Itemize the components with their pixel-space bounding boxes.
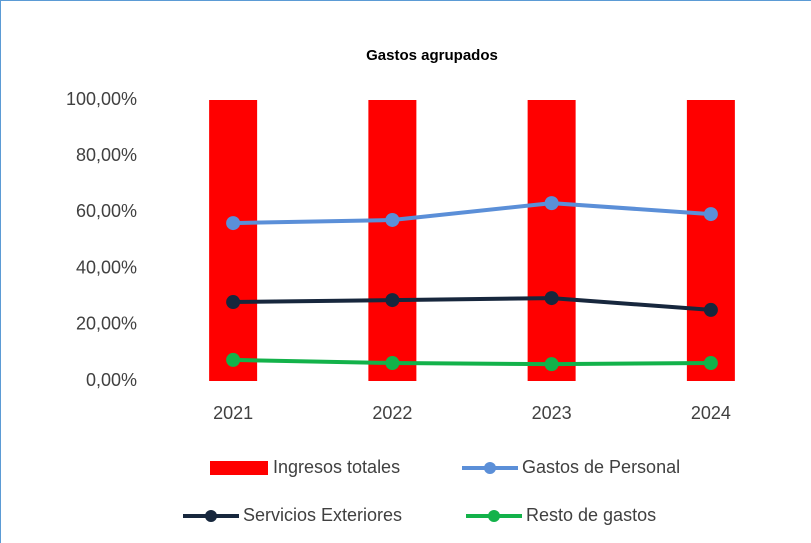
point <box>703 302 718 317</box>
point <box>226 216 241 231</box>
y-tick-label: 40,00% <box>76 257 137 277</box>
legend-label: Ingresos totales <box>273 457 400 477</box>
point <box>544 291 559 306</box>
line <box>233 201 712 226</box>
legend-label: Servicios Exteriores <box>243 505 402 525</box>
point <box>544 196 559 211</box>
point <box>385 293 400 308</box>
legend-marker <box>205 510 217 522</box>
point <box>703 356 718 371</box>
y-tick-label: 0,00% <box>86 370 137 390</box>
point <box>226 295 241 310</box>
chart-title: Gastos agrupados <box>366 47 498 64</box>
y-tick-label: 100,00% <box>66 89 137 109</box>
legend-marker <box>484 462 496 474</box>
line <box>233 357 711 367</box>
point <box>703 207 718 222</box>
point <box>385 212 400 227</box>
point <box>226 352 241 367</box>
legend-swatch <box>210 461 268 475</box>
bar <box>368 100 417 381</box>
point <box>544 357 559 372</box>
x-tick-label: 2023 <box>532 403 572 423</box>
line <box>233 296 712 312</box>
y-tick-label: 80,00% <box>76 145 137 165</box>
x-tick-label: 2021 <box>213 403 253 423</box>
bar <box>527 100 576 381</box>
legend-label: Resto de gastos <box>526 505 656 525</box>
x-tick-label: 2022 <box>372 403 412 423</box>
y-tick-label: 20,00% <box>76 314 137 334</box>
legend-marker <box>488 510 500 522</box>
bar <box>209 100 258 381</box>
point <box>385 356 400 371</box>
x-tick-label: 2024 <box>691 403 731 423</box>
y-tick-label: 60,00% <box>76 201 137 221</box>
bar <box>686 100 735 381</box>
legend-label: Gastos de Personal <box>522 457 680 477</box>
